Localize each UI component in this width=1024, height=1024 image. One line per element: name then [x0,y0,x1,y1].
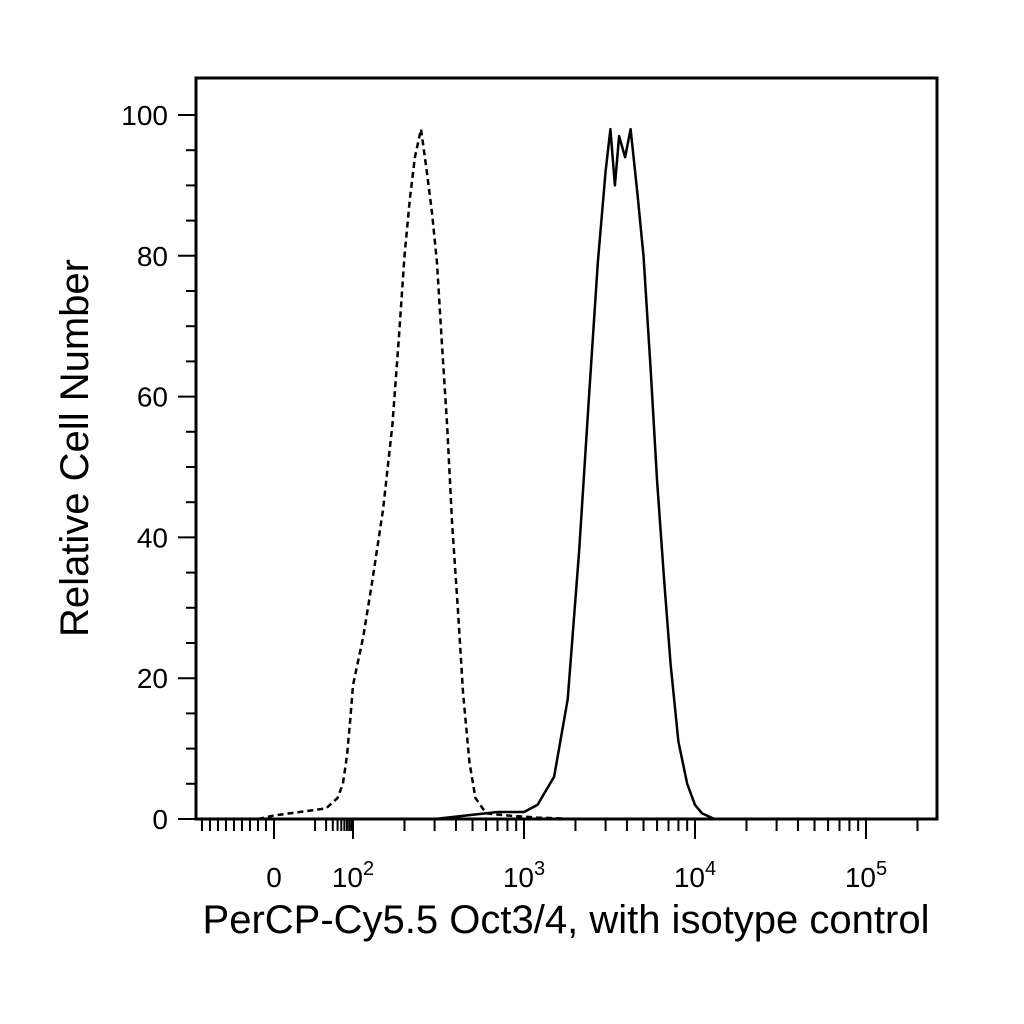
x-axis-title: PerCP-Cy5.5 Oct3/4, with isotype control [203,898,930,942]
y-axis-title: Relative Cell Number [53,259,97,637]
y-tick-label: 20 [137,663,168,694]
y-tick-label: 40 [137,522,168,553]
x-tick-label: 103 [503,858,545,893]
y-tick-label: 100 [121,100,168,131]
x-tick-label: 0 [266,862,282,893]
x-tick-label: 102 [332,858,374,893]
y-tick-label: 60 [137,382,168,413]
y-axis: 0 20 40 60 80 100 [121,100,196,835]
x-axis: 0 102 103 104 105 [201,819,919,893]
oct34-histogram [258,127,918,821]
y-tick-label: 80 [137,241,168,272]
series-layer [257,127,918,821]
x-tick-label: 104 [674,858,716,893]
isotype-control-histogram [257,127,918,821]
x-tick-label: 105 [845,858,887,893]
y-tick-label: 0 [152,804,168,835]
